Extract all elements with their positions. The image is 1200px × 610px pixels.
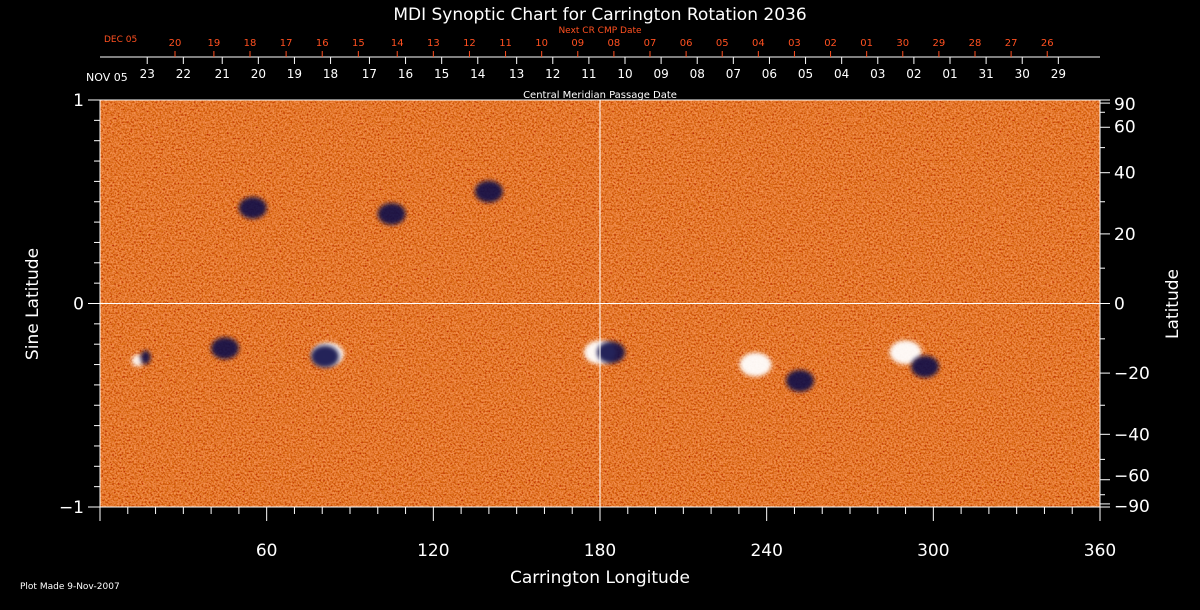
- cmp-date-label: 23: [140, 67, 155, 81]
- negative-flux-region: [238, 196, 267, 219]
- next-cr-date-label: 15: [352, 38, 365, 49]
- y-right-tick-label: 90: [1114, 95, 1136, 115]
- y-right-tick-label: 40: [1114, 164, 1136, 184]
- cmp-date-label: 19: [287, 67, 302, 81]
- cmp-date-label: 05: [798, 67, 813, 81]
- negative-flux-region: [597, 341, 626, 364]
- cmp-date-label: 21: [215, 67, 230, 81]
- x-tick-label: 120: [417, 541, 449, 561]
- x-tick-label: 300: [917, 541, 949, 561]
- cmp-date-label: 14: [470, 67, 485, 81]
- cmp-date-label: 30: [1015, 67, 1030, 81]
- y-right-tick-label: 20: [1114, 225, 1136, 245]
- cmp-date-label: 06: [762, 67, 777, 81]
- cmp-axis-label: Central Meridian Passage Date: [523, 90, 677, 101]
- next-cr-date-label: 12: [463, 38, 476, 49]
- negative-flux-region: [377, 202, 406, 225]
- cmp-date-label: 22: [176, 67, 191, 81]
- next-cr-date-label: 28: [969, 38, 982, 49]
- cmp-month-label: NOV 05: [86, 71, 128, 84]
- next-cr-date-label: 04: [752, 38, 765, 49]
- y-right-tick-label: −60: [1114, 467, 1150, 487]
- cmp-date-label: 17: [362, 67, 377, 81]
- cmp-date-label: 12: [545, 67, 560, 81]
- cmp-date-label: 09: [653, 67, 668, 81]
- negative-flux-region: [211, 337, 239, 360]
- next-cr-date-label: 13: [427, 38, 440, 49]
- next-cr-month-label: DEC 05: [104, 35, 137, 45]
- cmp-date-label: 13: [509, 67, 524, 81]
- x-tick-label: 60: [256, 541, 278, 561]
- next-cr-date-label: 11: [499, 38, 512, 49]
- next-cr-date-label: 10: [535, 38, 548, 49]
- next-cr-date-label: 17: [280, 38, 293, 49]
- y-left-tick-label: 0: [73, 295, 84, 315]
- cmp-date-label: 31: [978, 67, 993, 81]
- negative-flux-region: [786, 369, 814, 392]
- cmp-date-label: 02: [906, 67, 921, 81]
- next-cr-date-label: 19: [208, 38, 221, 49]
- next-cr-date-label: 20: [169, 38, 182, 49]
- next-cr-date-label: 06: [680, 38, 693, 49]
- next-cr-date-label: 26: [1041, 38, 1054, 49]
- next-cr-date-label: 07: [644, 38, 657, 49]
- chart-title: MDI Synoptic Chart for Carrington Rotati…: [393, 5, 806, 25]
- negative-flux-region: [474, 180, 503, 203]
- y-right-tick-label: −20: [1114, 364, 1150, 384]
- next-cr-date-label: 09: [571, 38, 584, 49]
- y-axis-right-label: Latitude: [1163, 269, 1183, 339]
- cmp-date-label: 03: [870, 67, 885, 81]
- cmp-date-label: 08: [690, 67, 705, 81]
- next-cr-date-label: 30: [896, 38, 909, 49]
- cmp-date-label: 11: [581, 67, 596, 81]
- negative-flux-region: [140, 350, 151, 365]
- cmp-date-label: 29: [1051, 67, 1066, 81]
- y-left-tick-label: −1: [59, 498, 84, 518]
- next-cr-axis-label: Next CR CMP Date: [558, 26, 642, 36]
- cmp-date-label: 15: [434, 67, 449, 81]
- next-cr-date-label: 03: [788, 38, 801, 49]
- cmp-date-label: 16: [398, 67, 413, 81]
- next-cr-date-label: 27: [1005, 38, 1018, 49]
- plot-made-note: Plot Made 9-Nov-2007: [20, 582, 120, 592]
- y-axis-left-label: Sine Latitude: [23, 248, 43, 360]
- y-right-tick-label: 60: [1114, 117, 1136, 137]
- x-tick-label: 240: [750, 541, 782, 561]
- cmp-date-label: 18: [323, 67, 338, 81]
- y-right-tick-label: −40: [1114, 425, 1150, 445]
- cmp-date-label: 07: [726, 67, 741, 81]
- y-right-tick-label: 0: [1114, 295, 1125, 315]
- y-right-tick-label: −90: [1114, 497, 1150, 517]
- axes: 60 120 180 240 300 36010−1906040200−20−40−60−…: [59, 38, 1150, 561]
- next-cr-date-label: 14: [391, 38, 404, 49]
- cmp-date-label: 04: [834, 67, 849, 81]
- next-cr-date-label: 18: [244, 38, 257, 49]
- positive-flux-region: [739, 352, 772, 377]
- next-cr-date-label: 05: [716, 38, 729, 49]
- next-cr-date-label: 29: [933, 38, 946, 49]
- next-cr-date-label: 08: [608, 38, 621, 49]
- x-tick-label: 180: [584, 541, 616, 561]
- negative-flux-region: [311, 345, 339, 368]
- next-cr-date-label: 02: [824, 38, 837, 49]
- negative-flux-region: [911, 355, 939, 378]
- active-regions: [131, 180, 939, 392]
- cmp-date-label: 01: [942, 67, 957, 81]
- cmp-date-label: 10: [617, 67, 632, 81]
- next-cr-date-label: 16: [316, 38, 329, 49]
- x-axis-label: Carrington Longitude: [510, 568, 690, 588]
- y-left-tick-label: 1: [73, 91, 84, 111]
- positive-flux-region: [889, 340, 922, 365]
- x-tick-label: 360: [1084, 541, 1116, 561]
- cmp-date-label: 20: [251, 67, 266, 81]
- next-cr-date-label: 01: [860, 38, 873, 49]
